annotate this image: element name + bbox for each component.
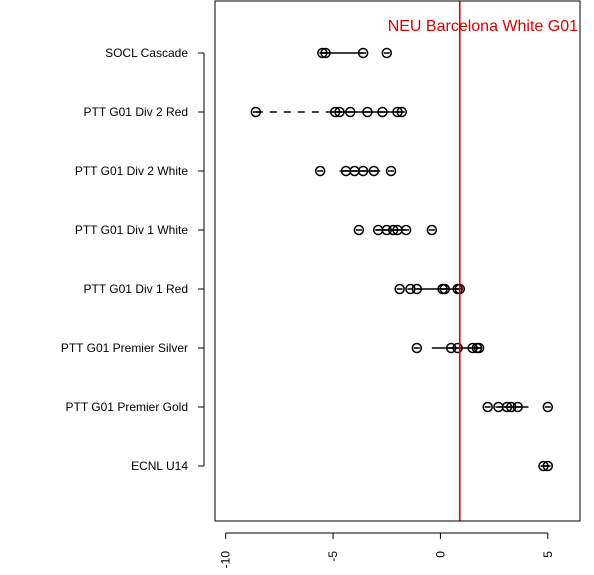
data-point (334, 106, 345, 118)
data-point (411, 342, 423, 354)
data-point (512, 401, 523, 413)
x-tick-label: -5 (326, 551, 340, 562)
data-point (473, 342, 485, 354)
x-axis: -10 -5 0 5 (219, 532, 555, 569)
y-axis (198, 52, 205, 467)
data-point (542, 401, 554, 413)
y-tick-label: SOCL Cascade (105, 46, 188, 60)
data-point (400, 224, 412, 236)
data-point (396, 106, 408, 118)
x-tick-label: 0 (433, 551, 447, 558)
data-point (353, 224, 365, 236)
x-tick-label: 5 (541, 551, 555, 558)
data-point (368, 165, 380, 177)
data-point (357, 165, 369, 177)
data-point (250, 106, 262, 118)
y-axis-labels: SOCL Cascade PTT G01 Div 2 Red PTT G01 Div… (61, 46, 188, 473)
data-points (250, 47, 554, 472)
data-point (482, 401, 493, 413)
data-point (345, 106, 356, 118)
y-tick-label: PTT G01 Div 2 White (75, 164, 188, 178)
y-tick-label: PTT G01 Div 1 White (75, 223, 188, 237)
data-point (426, 224, 438, 236)
y-tick-label: PTT G01 Premier Gold (66, 400, 188, 414)
data-point (381, 47, 393, 59)
data-point (542, 460, 554, 472)
data-point (385, 165, 397, 177)
plot-frame (214, 0, 581, 522)
data-point (320, 47, 331, 59)
data-point (314, 165, 326, 177)
data-point (439, 283, 450, 295)
y-tick-label: ECNL U14 (131, 459, 188, 473)
data-point (411, 283, 423, 295)
data-point (394, 283, 405, 295)
x-tick-label: -10 (219, 551, 233, 569)
data-point (357, 47, 369, 59)
y-tick-label: PTT G01 Div 1 Red (84, 282, 188, 296)
reference-line-label: NEU Barcelona White G01 (388, 18, 578, 35)
data-point (362, 106, 373, 118)
data-point (377, 106, 388, 118)
y-tick-label: PTT G01 Div 2 Red (84, 105, 188, 119)
y-tick-label: PTT G01 Premier Silver (61, 341, 188, 355)
